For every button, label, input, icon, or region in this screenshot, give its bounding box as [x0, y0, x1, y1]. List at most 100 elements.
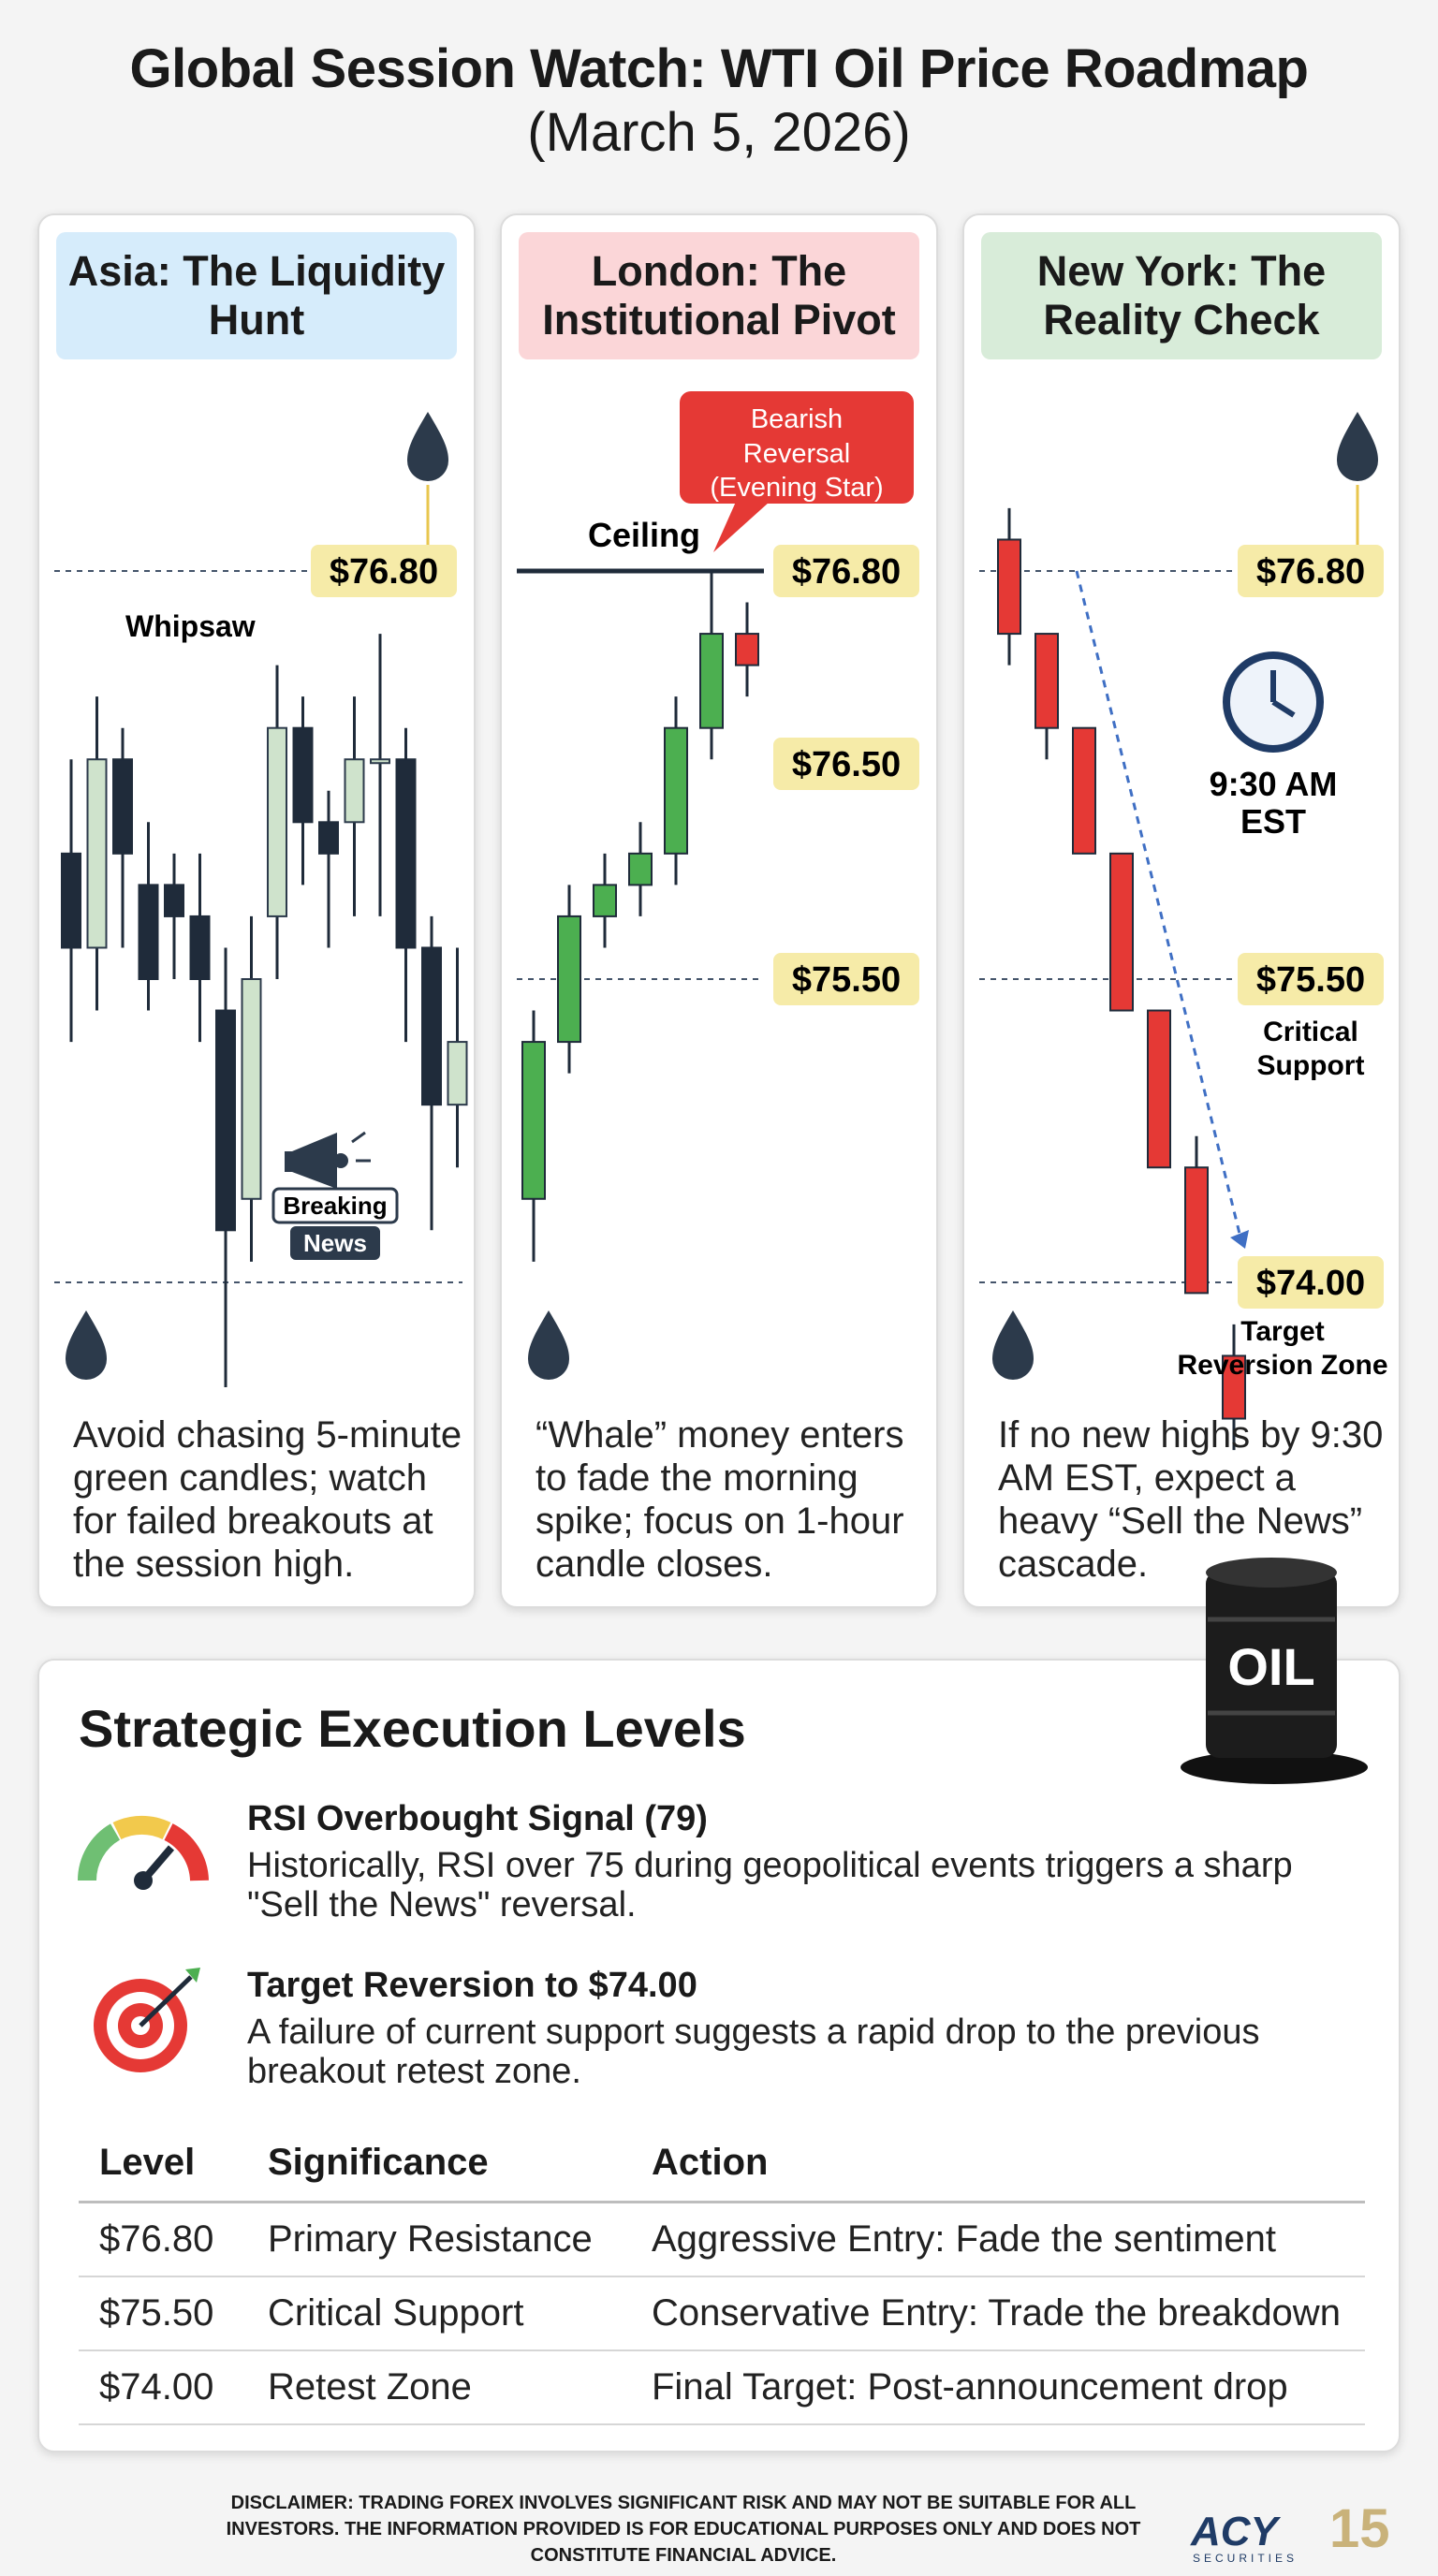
cell-level: $74.00 [79, 2350, 247, 2425]
trend-arrow-line [1075, 570, 1243, 1242]
candle-body [447, 1041, 468, 1106]
target-signal-line-2: breakout retest zone. [247, 2052, 581, 2091]
target-icon [94, 1968, 200, 2072]
cell-significance: Critical Support [247, 2276, 631, 2351]
candle-body [267, 726, 287, 917]
target-signal-title: Target Reversion to $74.00 [247, 1966, 697, 2005]
anniversary-badge: 15 [1329, 2498, 1390, 2559]
candle-body [997, 538, 1021, 636]
table-row: $75.50 Critical Support Conservative Ent… [79, 2276, 1365, 2351]
table-header-row: Level Significance Action [79, 2129, 1365, 2203]
ceiling-label: Ceiling [588, 516, 700, 554]
candle-body [1034, 633, 1059, 729]
execution-heading: Strategic Execution Levels [79, 1699, 746, 1758]
candle-body [421, 946, 442, 1106]
newyork-chart: $76.80 9:30 AM EST $75.50 Critical Suppo… [979, 412, 1388, 1451]
price-tag-7680 [311, 545, 457, 597]
rsi-signal-title: RSI Overbought Signal (79) [247, 1799, 708, 1838]
time-label-line-1: 9:30 AM [1210, 765, 1338, 803]
page-title: Global Session Watch: WTI Oil Price Road… [129, 38, 1309, 99]
callout-line-1: Bearish [751, 404, 843, 434]
candle-body [699, 633, 724, 729]
price-tag-7550 [1238, 953, 1384, 1005]
candle-body [1109, 852, 1134, 1012]
asia-note: Avoid chasing 5-minute green candles; wa… [73, 1414, 462, 1585]
price-tag-7680-label: $76.80 [792, 552, 901, 592]
price-tag-7680-label: $76.80 [330, 552, 438, 592]
price-tag-7650-label: $76.50 [792, 745, 901, 784]
col-header-action: Action [631, 2129, 1365, 2203]
london-panel: London: The Institutional Pivot Bearish … [500, 213, 938, 1608]
rsi-signal-line-1: Historically, RSI over 75 during geopoli… [247, 1846, 1293, 1885]
news-badge [290, 1226, 380, 1260]
candle-body [344, 758, 365, 824]
cell-action: Final Target: Post-announcement drop [631, 2350, 1365, 2425]
target-signal-line-1: A failure of current support suggests a … [247, 2012, 1260, 2052]
candle-body [164, 884, 184, 917]
london-header: London: The Institutional Pivot [519, 232, 919, 359]
acy-logo-sub: SECURITIES [1193, 2552, 1299, 2565]
candle-body [86, 758, 108, 949]
cell-action: Aggressive Entry: Fade the sentiment [631, 2202, 1365, 2277]
support-label: Support [1257, 1050, 1365, 1081]
table-row: $74.00 Retest Zone Final Target: Post-an… [79, 2350, 1365, 2425]
oil-drop-icon [66, 1310, 107, 1380]
disclaimer-line-3: CONSTITUTE FINANCIAL ADVICE. [530, 2545, 837, 2566]
disclaimer-line-1: DISCLAIMER: TRADING FOREX INVOLVES SIGNI… [230, 2493, 1137, 2513]
candle-body [735, 633, 759, 666]
price-tag-7680 [1238, 545, 1384, 597]
disclaimer-line-2: INVESTORS. THE INFORMATION PROVIDED IS F… [226, 2519, 1141, 2539]
acy-logo: ACY [1191, 2509, 1278, 2554]
candle-body [241, 978, 262, 1200]
oil-drop-icon [407, 412, 448, 481]
callout-line-3: (Evening Star) [710, 473, 883, 503]
cell-level: $75.50 [79, 2276, 247, 2351]
cell-significance: Primary Resistance [247, 2202, 631, 2277]
candle-body [189, 915, 211, 981]
gauge-icon [77, 1815, 209, 1890]
col-header-level: Level [79, 2129, 247, 2203]
breaking-news-badge [271, 1187, 399, 1224]
london-note: “Whale” money enters to fade the morning… [536, 1414, 904, 1585]
oil-barrel-icon: OIL [1181, 1558, 1368, 1784]
whipsaw-label: Whipsaw [125, 609, 256, 643]
newyork-note: If no new highs by 9:30 AM EST, expect a… [998, 1414, 1384, 1585]
cell-action: Conservative Entry: Trade the breakdown [631, 2276, 1365, 2351]
candle-body [664, 726, 688, 855]
candle-body [292, 726, 314, 824]
clock-icon [1223, 651, 1324, 753]
megaphone-icon [285, 1131, 371, 1189]
candle-body [370, 758, 390, 765]
page-subtitle: (March 5, 2026) [527, 102, 911, 163]
candle-body [593, 884, 617, 917]
disclaimer: DISCLAIMER: TRADING FOREX INVOLVES SIGNI… [169, 2490, 1198, 2569]
price-tag-7400 [1238, 1256, 1384, 1309]
execution-levels-card: Strategic Execution Levels RSI Overbough… [37, 1659, 1401, 2452]
newyork-panel: New York: The Reality Check $76.80 9:30 … [962, 213, 1401, 1608]
candle-body [628, 852, 653, 886]
critical-label: Critical [1263, 1017, 1358, 1047]
cell-level: $76.80 [79, 2202, 247, 2277]
price-tag-7550 [773, 953, 919, 1005]
price-tag-7550-label: $75.50 [792, 960, 901, 1000]
asia-header: Asia: The Liquidity Hunt [56, 232, 457, 359]
newyork-header: New York: The Reality Check [981, 232, 1382, 359]
asia-panel: Asia: The Liquidity Hunt $76.80 Whipsaw … [37, 213, 476, 1608]
candle-body [1222, 1354, 1246, 1420]
price-tag-7400-label: $74.00 [1256, 1264, 1365, 1303]
oil-drop-icon [992, 1310, 1034, 1380]
oil-barrel-label: OIL [1227, 1637, 1314, 1696]
candle-body [557, 915, 581, 1044]
bearish-callout [680, 391, 914, 504]
asia-chart: $76.80 Whipsaw Breaking News [54, 412, 468, 1387]
rsi-signal-line-2: "Sell the News" reversal. [247, 1885, 637, 1925]
price-tag-7650 [773, 738, 919, 790]
candle-body [215, 1009, 236, 1232]
price-tag-7680 [773, 545, 919, 597]
breaking-label: Breaking [283, 1192, 387, 1220]
candle-body [395, 758, 417, 949]
levels-table: Level Significance Action $76.80 Primary… [79, 2129, 1365, 2425]
oil-drop-icon [1337, 412, 1378, 481]
candle-body [61, 852, 81, 949]
table-row: $76.80 Primary Resistance Aggressive Ent… [79, 2202, 1365, 2277]
